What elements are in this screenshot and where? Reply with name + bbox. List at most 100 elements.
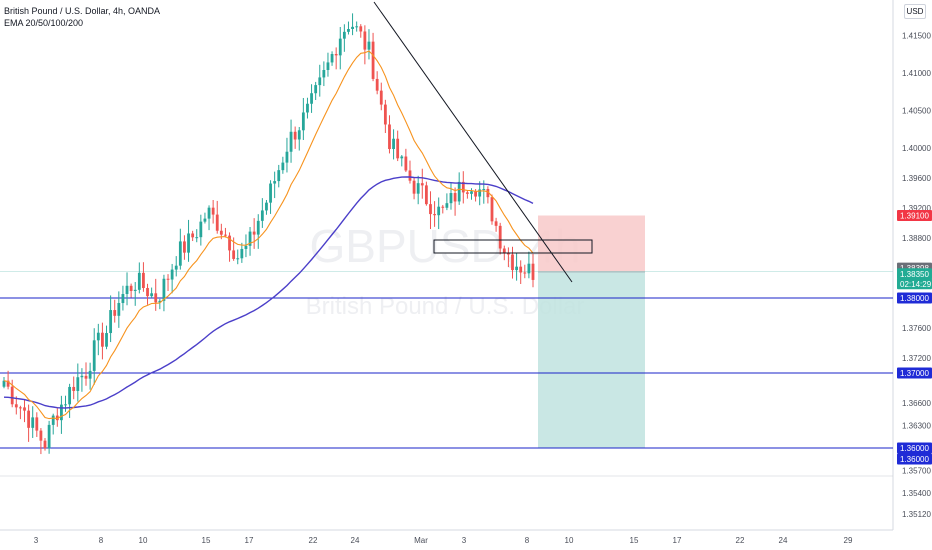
candle-body — [219, 230, 223, 235]
indicator-legend[interactable]: EMA 20/50/100/200 — [4, 18, 84, 28]
candle-body — [215, 214, 219, 231]
candle-body — [494, 221, 498, 226]
candle-body — [133, 289, 137, 291]
candle-body — [211, 207, 215, 215]
symbol-title: British Pound / U.S. Dollar, 4h, OANDA — [4, 6, 161, 16]
candle-body — [301, 112, 305, 131]
time-tick-label: 3 — [34, 536, 39, 545]
price-tick-label: 1.39600 — [902, 174, 931, 183]
price-tag-label: 02:14:29 — [900, 280, 932, 289]
price-tick-label: 1.40000 — [902, 144, 931, 153]
candle-body — [326, 62, 330, 70]
candle-body — [527, 263, 531, 274]
candle-body — [109, 310, 113, 334]
candle-body — [170, 269, 174, 280]
time-tick-label: 17 — [245, 536, 254, 545]
candle-body — [371, 41, 375, 79]
candle-body — [531, 263, 535, 280]
candle-body — [465, 192, 469, 194]
price-tag-label: 1.37000 — [900, 369, 929, 378]
candle-body — [412, 180, 416, 194]
supply-box — [433, 239, 593, 254]
candle-body — [318, 77, 322, 86]
price-tick-label: 1.36300 — [902, 422, 931, 431]
candle-body — [236, 258, 240, 260]
candle-body — [441, 206, 445, 208]
candle-body — [178, 241, 182, 266]
candle-body — [342, 31, 346, 39]
candle-body — [478, 189, 482, 197]
candle-body — [174, 265, 178, 270]
currency-button[interactable]: USD — [904, 4, 926, 19]
candle-body — [162, 278, 166, 301]
candle-body — [191, 233, 195, 238]
price-tag-label: 1.38000 — [900, 294, 929, 303]
price-tag-countdown — [897, 278, 932, 290]
candle-body — [461, 181, 465, 193]
candle-body — [64, 404, 67, 406]
candle-body — [199, 221, 203, 238]
time-tick-label: 8 — [99, 536, 104, 545]
candle-body — [27, 410, 31, 428]
candle-body — [125, 285, 129, 295]
candle-body — [80, 375, 84, 378]
candle-body — [523, 272, 527, 274]
candle-body — [6, 380, 10, 387]
price-tag-label: 1.36000 — [900, 444, 929, 453]
candle-body — [117, 303, 121, 316]
candle-body — [256, 220, 260, 235]
price-tick-label: 1.35700 — [902, 467, 931, 476]
time-tick-label: 10 — [565, 536, 574, 545]
candle-body — [470, 191, 473, 194]
candle-body — [289, 131, 293, 152]
candle-body — [511, 254, 514, 271]
time-tick-label: 22 — [309, 536, 318, 545]
candle-body — [207, 207, 211, 219]
candle-body — [142, 272, 145, 289]
candle-body — [244, 245, 248, 249]
price-tag-level — [897, 367, 932, 379]
candle-body — [240, 248, 244, 259]
candle-body — [383, 104, 387, 125]
candle-body — [129, 285, 133, 291]
candle-body — [388, 124, 391, 150]
candle-body — [490, 197, 494, 222]
candle-body — [322, 69, 326, 78]
price-tick-label: 1.38800 — [902, 234, 931, 243]
candle-body — [330, 54, 334, 63]
time-tick-label: 3 — [462, 536, 467, 545]
candle-body — [51, 415, 55, 425]
price-tag-level — [897, 453, 932, 465]
candle-body — [14, 404, 18, 408]
time-tick-label: 8 — [525, 536, 530, 545]
candle-body — [392, 138, 395, 150]
take-profit-zone — [538, 271, 645, 448]
candle-body — [457, 181, 461, 202]
candle-body — [334, 54, 338, 56]
price-tick-label: 1.35120 — [902, 510, 931, 519]
ema-200-line — [3, 176, 534, 409]
candle-body — [506, 253, 510, 255]
candle-body — [10, 386, 14, 405]
candle-body — [252, 231, 256, 235]
candles-group — [2, 13, 535, 455]
candle-body — [293, 131, 297, 140]
candle-body — [277, 170, 281, 182]
candle-body — [519, 266, 523, 273]
candle-body — [363, 31, 367, 50]
candle-body — [453, 193, 457, 202]
candle-body — [68, 386, 72, 405]
candle-body — [498, 225, 502, 249]
candle-body — [101, 332, 104, 347]
candle-body — [92, 340, 96, 371]
candle-body — [404, 156, 408, 171]
time-tick-label: 24 — [351, 536, 360, 545]
candle-body — [260, 210, 264, 221]
candle-body — [203, 218, 207, 222]
time-tick-label: 10 — [139, 536, 148, 545]
candle-body — [424, 185, 428, 205]
candle-body — [359, 26, 363, 32]
candle-body — [43, 440, 47, 449]
